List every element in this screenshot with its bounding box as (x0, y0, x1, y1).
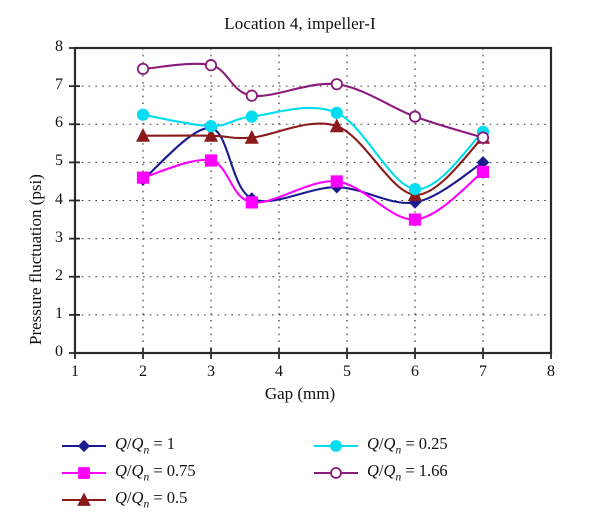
legend-column-left: Q/Qn = 1 Q/Qn = 0.75 Q/Qn = 0.5 (62, 432, 196, 513)
x-tick-label: 7 (479, 363, 487, 380)
legend-swatch (314, 436, 358, 456)
legend-swatch (314, 463, 358, 483)
series-marker-1 (476, 165, 490, 179)
series-marker-4 (408, 110, 422, 123)
x-tick-label: 4 (275, 363, 283, 380)
series-marker-1 (204, 154, 218, 167)
series-marker-4 (204, 59, 218, 72)
series-marker-3 (204, 120, 218, 133)
legend-item[interactable]: Q/Qn = 0.5 (62, 486, 196, 513)
y-tick-label: 6 (55, 114, 63, 132)
legend-swatch (62, 436, 106, 456)
x-tick-label: 1 (71, 363, 79, 380)
legend-swatch (62, 490, 106, 510)
y-tick-label: 5 (55, 152, 63, 170)
series-line-0 (141, 127, 485, 205)
series-marker-3 (136, 108, 150, 121)
legend-label: Q/Qn = 1 (115, 434, 175, 457)
series-line-3 (141, 106, 485, 191)
x-axis-title: Gap (mm) (264, 384, 336, 403)
legend-item[interactable]: Q/Qn = 0.25 (314, 432, 448, 459)
chart-title: Location 4, impeller-I (224, 14, 376, 33)
legend-marker-diamond-icon (62, 439, 106, 452)
legend-swatch (62, 463, 106, 483)
series-marker-2 (203, 127, 219, 142)
y-tick-label: 3 (55, 228, 63, 246)
legend-label: Q/Qn = 1.66 (367, 461, 448, 484)
series-marker-4 (136, 62, 150, 76)
legend-item[interactable]: Q/Qn = 0.75 (62, 459, 196, 486)
legend-marker-circle-open-icon (314, 466, 358, 479)
y-tick-label: 4 (55, 190, 63, 208)
series-marker-2 (329, 118, 344, 133)
x-tick-label: 8 (547, 363, 555, 380)
series-marker-1 (408, 213, 422, 226)
x-tick-label: 5 (343, 363, 351, 380)
y-tick-label: 8 (55, 38, 63, 55)
legend-item[interactable]: Q/Qn = 1 (62, 432, 196, 459)
series-marker-4 (476, 131, 490, 144)
chart-legend: Q/Qn = 1 Q/Qn = 0.75 Q/Qn = 0.5 Q/Qn = 0.2… (62, 432, 562, 512)
legend-marker-square-icon (62, 466, 106, 479)
legend-marker-circle-icon (314, 439, 358, 452)
series-marker-1 (245, 196, 258, 209)
series-line-4 (141, 62, 485, 139)
series-marker-4 (245, 89, 258, 102)
y-tick-label: 2 (55, 266, 63, 284)
series-marker-3 (408, 182, 422, 196)
series-marker-1 (136, 171, 150, 184)
legend-marker-triangle-icon (62, 491, 106, 506)
y-tick-label: 1 (55, 304, 63, 322)
y-tick-label: 7 (55, 76, 63, 94)
series-marker-3 (330, 106, 343, 119)
legend-item[interactable]: Q/Qn = 1.66 (314, 459, 448, 486)
x-tick-label: 3 (207, 363, 215, 380)
x-tick-label: 6 (411, 363, 419, 380)
x-tick-label: 2 (139, 363, 147, 380)
legend-label: Q/Qn = 0.75 (115, 461, 196, 484)
series-marker-1 (330, 175, 343, 188)
legend-label: Q/Qn = 0.25 (367, 434, 448, 457)
legend-column-right: Q/Qn = 0.25 Q/Qn = 1.66 (314, 432, 448, 486)
series-marker-2 (135, 127, 151, 142)
legend-label: Q/Qn = 0.5 (115, 488, 188, 511)
series-marker-3 (245, 110, 258, 123)
y-tick-label: 0 (55, 343, 63, 360)
series-marker-2 (244, 129, 259, 144)
series-marker-4 (330, 78, 343, 91)
